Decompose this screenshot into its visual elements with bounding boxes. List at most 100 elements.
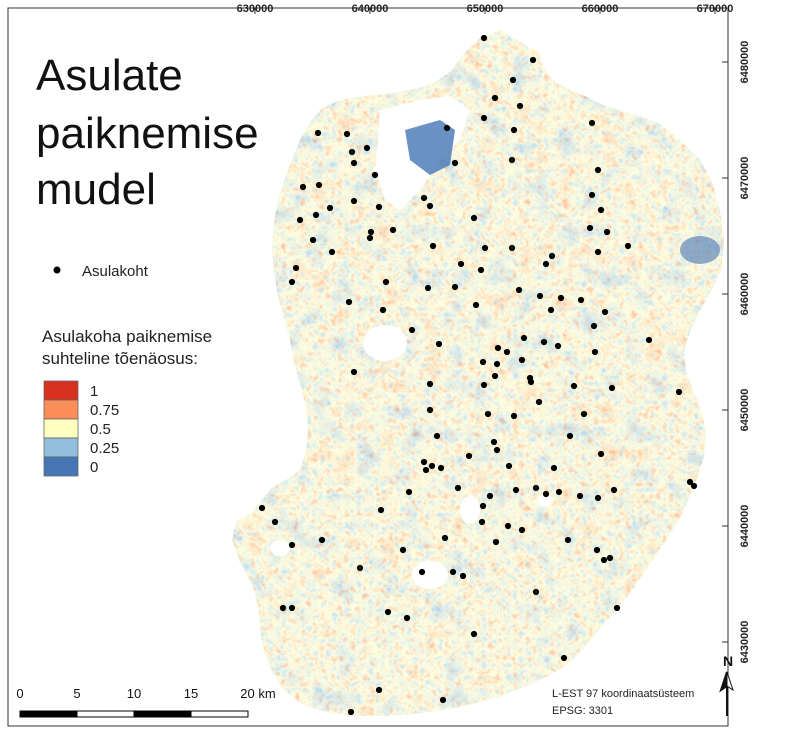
settlement-point xyxy=(518,526,526,534)
settlement-point xyxy=(480,34,488,42)
scale-tick-label: 10 xyxy=(127,686,141,701)
settlement-point xyxy=(472,301,480,309)
settlement-point xyxy=(608,384,616,392)
point-symbol xyxy=(53,266,61,274)
settlement-point xyxy=(508,244,516,252)
settlement-point xyxy=(379,306,387,314)
settlement-point xyxy=(292,264,300,272)
settlement-point xyxy=(493,446,501,454)
legend: Asulakoht Asulakoha paiknemise suhteline… xyxy=(42,263,212,477)
settlement-point xyxy=(470,630,478,638)
lake-gap xyxy=(363,325,407,361)
settlement-point xyxy=(547,306,555,314)
settlement-point xyxy=(384,608,392,616)
y-grid-labels: 6480000 6470000 6460000 6450000 6440000 … xyxy=(739,41,751,664)
settlement-point xyxy=(490,438,498,446)
settlement-point xyxy=(493,360,501,368)
crs-note: L-EST 97 koordinaatsüsteem EPSG: 3301 xyxy=(552,688,694,717)
settlement-point xyxy=(347,708,355,716)
settlement-point xyxy=(296,216,304,224)
settlement-point xyxy=(532,588,540,596)
settlement-point xyxy=(481,244,489,252)
settlement-point xyxy=(326,204,334,212)
scale-tick-label: 0 xyxy=(16,686,23,701)
settlement-point xyxy=(586,224,594,232)
settlement-point xyxy=(424,284,432,292)
legend-ramp-title: Asulakoha paiknemise xyxy=(42,327,212,346)
y-tick-label: 6470000 xyxy=(739,157,751,200)
settlement-point xyxy=(570,382,578,390)
settlement-point xyxy=(375,203,383,211)
settlement-point xyxy=(459,572,467,580)
settlement-point xyxy=(600,556,608,564)
settlement-point xyxy=(518,356,526,364)
settlement-point xyxy=(550,464,558,472)
settlement-point xyxy=(439,696,447,704)
settlement-point xyxy=(426,202,434,210)
title-line: paiknemise xyxy=(36,109,259,158)
settlement-point xyxy=(363,144,371,152)
settlement-point xyxy=(508,156,516,164)
legend-class-label: 1 xyxy=(90,383,98,400)
settlement-point xyxy=(613,604,621,612)
settlement-point xyxy=(366,234,374,242)
settlement-point xyxy=(535,398,543,406)
settlement-point xyxy=(288,604,296,612)
settlement-point xyxy=(403,614,411,622)
settlement-point xyxy=(314,129,322,137)
settlement-point xyxy=(675,388,683,396)
settlement-point xyxy=(478,518,486,526)
settlement-point xyxy=(348,148,356,156)
settlement-point xyxy=(588,191,596,199)
settlement-point xyxy=(510,126,518,134)
settlement-point xyxy=(479,358,487,366)
settlement-point xyxy=(491,94,499,102)
settlement-point xyxy=(477,266,485,274)
settlement-point xyxy=(624,242,632,250)
settlement-point xyxy=(594,166,602,174)
settlement-point xyxy=(288,278,296,286)
settlement-point xyxy=(504,522,512,530)
y-tick-label: 6480000 xyxy=(739,41,751,84)
settlement-point xyxy=(494,344,502,352)
settlement-point xyxy=(542,490,550,498)
settlement-point xyxy=(428,462,436,470)
y-tick-label: 6430000 xyxy=(739,621,751,664)
settlement-point xyxy=(588,119,596,127)
legend-swatch xyxy=(43,380,79,401)
settlement-point xyxy=(509,76,517,84)
settlement-point xyxy=(457,260,465,268)
settlement-point xyxy=(343,130,351,138)
settlement-point xyxy=(492,538,500,546)
settlement-point xyxy=(318,536,326,544)
scale-tick-label: 15 xyxy=(184,686,198,701)
settlement-point xyxy=(418,568,426,576)
settlement-point xyxy=(377,506,385,514)
settlement-point xyxy=(382,278,390,286)
settlement-point xyxy=(312,211,320,219)
settlement-point xyxy=(437,464,445,472)
settlement-point xyxy=(597,206,605,214)
settlement-point xyxy=(515,286,523,294)
settlement-point xyxy=(480,114,488,122)
settlement-point xyxy=(258,504,266,512)
settlement-point xyxy=(470,214,478,222)
settlement-point xyxy=(350,197,358,205)
settlement-point xyxy=(408,326,416,334)
settlement-points xyxy=(258,34,698,716)
legend-swatch xyxy=(43,456,79,477)
settlement-point xyxy=(350,159,358,167)
settlement-point xyxy=(690,482,698,490)
settlement-point xyxy=(288,541,296,549)
settlement-point xyxy=(367,228,375,236)
settlement-point xyxy=(516,102,524,110)
settlement-point xyxy=(610,486,618,494)
settlement-point xyxy=(532,484,540,492)
settlement-point xyxy=(271,518,279,526)
settlement-point xyxy=(405,488,413,496)
north-arrow-icon: N xyxy=(719,653,734,716)
y-tick-label: 6450000 xyxy=(739,389,751,432)
settlement-point xyxy=(399,546,407,554)
settlement-point xyxy=(350,368,358,376)
settlement-point xyxy=(479,502,487,510)
